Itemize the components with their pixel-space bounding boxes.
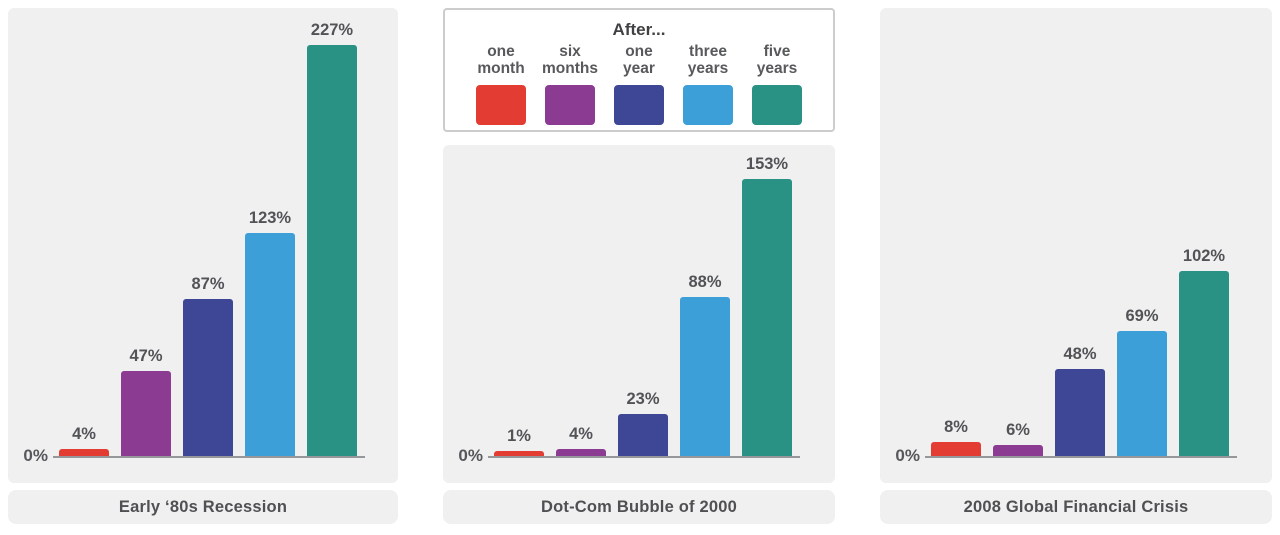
legend-swatch-three-years — [683, 84, 733, 125]
bar-three-years — [680, 296, 730, 456]
bar-group-six-months: 4% — [556, 425, 606, 456]
bar-value-label: 4% — [569, 424, 593, 443]
legend-item-one-month: one month — [469, 43, 533, 125]
bar-five-years — [742, 179, 792, 456]
bar-six-months — [993, 445, 1043, 456]
bar-value-label: 48% — [1063, 345, 1097, 364]
bar-value-label: 123% — [248, 209, 292, 228]
axis-zero-label: 0% — [23, 446, 48, 465]
bar-one-year — [183, 298, 233, 456]
bar-five-years — [1179, 271, 1229, 456]
legend-swatch-one-year — [614, 84, 664, 125]
bar-value-label: 153% — [745, 155, 789, 174]
bar-value-label: 69% — [1125, 307, 1159, 326]
bar-group-six-months: 47% — [121, 347, 171, 456]
bar-group-six-months: 6% — [993, 421, 1043, 456]
bar-group-one-year: 23% — [618, 390, 668, 456]
chart-column-dotcom: After... one month six months one year three ye… — [443, 8, 835, 524]
bar-group-three-years: 69% — [1117, 307, 1167, 456]
axis-zero-label: 0% — [895, 446, 920, 465]
bar-one-month — [59, 448, 109, 456]
legend-item-one-year: one year — [607, 43, 671, 125]
bar-value-label: 102% — [1182, 247, 1226, 266]
bar-group-one-month: 8% — [931, 417, 981, 456]
bar-five-years — [307, 45, 357, 456]
bar-value-label: 6% — [1006, 421, 1030, 440]
bars-row: 8% 6% 48% 69% 102% — [931, 247, 1229, 456]
legend: After... one month six months one year three ye… — [443, 8, 835, 132]
legend-swatch-one-month — [476, 84, 526, 125]
bars-row: 4% 47% 87% 123% 227% — [59, 21, 357, 456]
bar-six-months — [556, 448, 606, 456]
chart-panel-dotcom: 0% 1% 4% 23% 88% 153% — [443, 145, 835, 483]
x-axis — [53, 456, 365, 458]
bar-plot-dotcom: 0% 1% 4% 23% 88% 153% — [443, 145, 835, 483]
bar-value-label: 227% — [310, 21, 354, 40]
bar-plot-early-80s: 0% 4% 47% 87% 123% 227% — [8, 8, 398, 483]
legend-swatch-five-years — [752, 84, 802, 125]
bar-one-month — [931, 441, 981, 456]
bar-group-one-year: 87% — [183, 274, 233, 456]
legend-title: After... — [612, 20, 666, 39]
chart-column-early-80s: 0% 4% 47% 87% 123% 227% Early ‘80s Recession — [8, 8, 398, 524]
legend-item-label: five years — [756, 43, 798, 78]
chart-title-dotcom: Dot-Com Bubble of 2000 — [443, 490, 835, 524]
chart-title-early-80s: Early ‘80s Recession — [8, 490, 398, 524]
legend-item-label: three years — [687, 43, 729, 78]
chart-panel-2008-crisis: 0% 8% 6% 48% 69% 102% — [880, 8, 1272, 483]
x-axis — [488, 456, 800, 458]
bar-group-three-years: 123% — [245, 209, 295, 456]
bars-row: 1% 4% 23% 88% 153% — [494, 155, 792, 456]
axis-zero-label: 0% — [458, 446, 483, 465]
bar-value-label: 88% — [688, 272, 722, 291]
bar-group-three-years: 88% — [680, 273, 730, 456]
bar-group-one-month: 4% — [59, 425, 109, 456]
bar-three-years — [245, 233, 295, 456]
legend-items: one month six months one year three years five ye… — [445, 43, 833, 125]
legend-item-label: one year — [623, 43, 655, 78]
bar-value-label: 4% — [72, 424, 96, 443]
bar-value-label: 1% — [507, 427, 531, 445]
legend-item-label: six months — [542, 43, 598, 78]
chart-panel-early-80s: 0% 4% 47% 87% 123% 227% — [8, 8, 398, 483]
bar-value-label: 87% — [191, 274, 225, 293]
bar-value-label: 47% — [129, 346, 163, 365]
bar-value-label: 8% — [944, 417, 968, 436]
bar-one-year — [1055, 369, 1105, 456]
bar-group-one-year: 48% — [1055, 345, 1105, 456]
legend-item-six-months: six months — [538, 43, 602, 125]
bar-value-label: 23% — [626, 390, 660, 409]
bar-six-months — [121, 370, 171, 456]
bar-three-years — [1117, 331, 1167, 456]
bar-plot-2008-crisis: 0% 8% 6% 48% 69% 102% — [880, 8, 1272, 483]
bar-one-year — [618, 414, 668, 456]
legend-item-three-years: three years — [676, 43, 740, 125]
bar-group-five-years: 153% — [742, 155, 792, 456]
legend-item-five-years: five years — [745, 43, 809, 125]
chart-title-2008-crisis: 2008 Global Financial Crisis — [880, 490, 1272, 524]
chart-column-2008-crisis: 0% 8% 6% 48% 69% 102% 2008 Global Financial C… — [880, 8, 1272, 524]
bar-one-month — [494, 451, 544, 456]
bar-group-one-month: 1% — [494, 427, 544, 456]
legend-item-label: one month — [477, 43, 525, 78]
legend-swatch-six-months — [545, 84, 595, 125]
bar-group-five-years: 227% — [307, 21, 357, 456]
x-axis — [925, 456, 1237, 458]
bar-group-five-years: 102% — [1179, 247, 1229, 456]
